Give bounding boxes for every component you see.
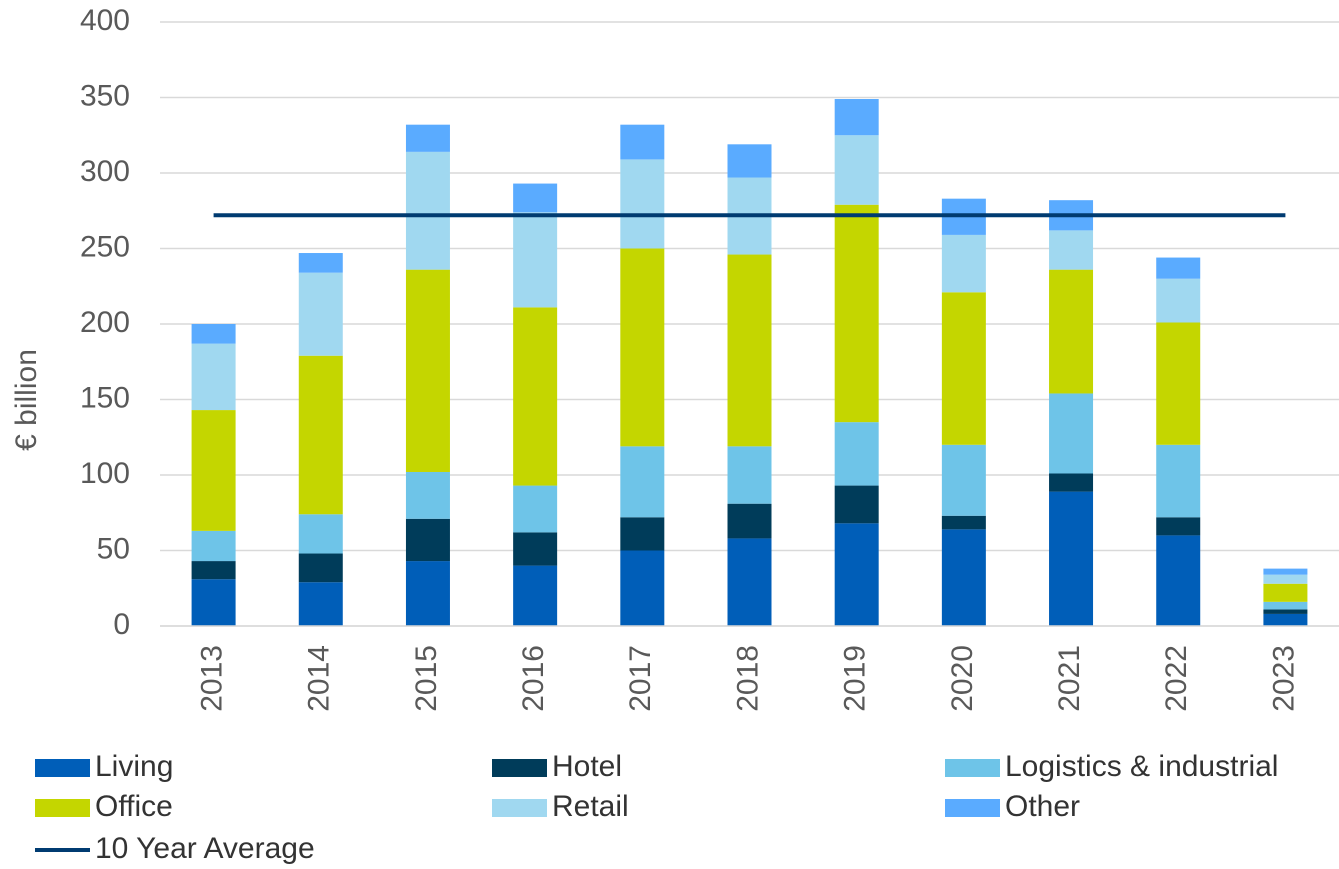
bar-segment	[1263, 568, 1308, 575]
bar-segment	[620, 446, 665, 518]
bar-segment	[191, 324, 236, 344]
y-tick-label: 200	[80, 306, 130, 339]
legend-label: Retail	[552, 790, 629, 823]
bar-segment	[727, 144, 772, 178]
bar-segment	[405, 151, 450, 270]
y-axis-label: € billion	[10, 349, 43, 451]
bar-segment	[513, 565, 558, 626]
bar-segment	[1263, 601, 1308, 610]
legend-swatch	[35, 799, 90, 817]
x-tick-label: 2023	[1267, 645, 1300, 712]
bar-segment	[513, 307, 558, 486]
bar-segment	[1263, 583, 1308, 602]
x-tick-label: 2017	[624, 645, 657, 712]
bar-segment	[1156, 322, 1201, 445]
legend-label: Logistics & industrial	[1005, 750, 1278, 783]
bar-segment	[298, 553, 343, 583]
bar-segment	[405, 124, 450, 152]
bar-segment	[727, 538, 772, 626]
y-tick-label: 100	[80, 457, 130, 490]
bar-segment	[298, 253, 343, 273]
bar-segment	[941, 529, 986, 626]
bar-segment	[941, 444, 986, 516]
legend-label: Office	[95, 790, 173, 823]
y-tick-label: 0	[113, 608, 130, 641]
bar-segment	[1049, 393, 1094, 474]
bar-segment	[513, 212, 558, 308]
x-tick-label: 2019	[839, 645, 872, 712]
bar-segment	[191, 579, 236, 626]
bar-segment	[727, 503, 772, 539]
bar-segment	[191, 410, 236, 531]
legend-label: Hotel	[552, 750, 622, 783]
bar-segment	[620, 248, 665, 447]
bar-segment	[513, 183, 558, 213]
bar-segment	[834, 99, 879, 136]
bar-segment	[405, 269, 450, 472]
legend-swatch	[492, 759, 547, 777]
bar-segment	[834, 135, 879, 205]
x-tick-label: 2021	[1053, 645, 1086, 712]
bar-segment	[405, 471, 450, 519]
y-tick-label: 300	[80, 155, 130, 188]
legend-swatch	[492, 799, 547, 817]
x-tick-label: 2016	[517, 645, 550, 712]
bar-segment	[620, 124, 665, 160]
y-tick-label: 150	[80, 381, 130, 414]
bar-segment	[834, 485, 879, 524]
bar-segment	[1263, 609, 1308, 614]
bar-segment	[405, 518, 450, 562]
x-tick-label: 2020	[946, 645, 979, 712]
y-tick-label: 50	[97, 532, 130, 565]
bar-segment	[1263, 574, 1308, 584]
bar-segment	[834, 204, 879, 423]
bar-segment	[1156, 535, 1201, 626]
bar-segment	[513, 532, 558, 566]
bar-segment	[941, 515, 986, 530]
bar-segment	[727, 254, 772, 447]
bar-segment	[727, 446, 772, 504]
bar-segment	[620, 550, 665, 626]
y-tick-label: 400	[80, 4, 130, 37]
x-tick-label: 2018	[731, 645, 764, 712]
bar-segment	[1049, 491, 1094, 626]
bar-segment	[620, 517, 665, 551]
bar-segment	[1156, 517, 1201, 536]
bar-segment	[1156, 257, 1201, 279]
bar-segment	[941, 234, 986, 293]
bar-segment	[298, 272, 343, 356]
bar-segment	[1049, 269, 1094, 394]
bar-segment	[298, 355, 343, 515]
bar-segment	[298, 514, 343, 554]
x-tick-label: 2014	[303, 645, 336, 712]
bar-segment	[1049, 230, 1094, 270]
x-tick-label: 2013	[196, 645, 229, 712]
bar-segment	[1049, 473, 1094, 492]
bar-segment	[191, 561, 236, 580]
legend-swatch	[945, 759, 1000, 777]
bar-segment	[1156, 278, 1201, 323]
x-tick-label: 2022	[1160, 645, 1193, 712]
x-tick-label: 2015	[410, 645, 443, 712]
y-tick-label: 350	[80, 79, 130, 112]
bar-segment	[513, 485, 558, 533]
bar-segment	[1156, 444, 1201, 518]
legend-swatch	[35, 759, 90, 777]
bar-segment	[620, 159, 665, 249]
legend-label: 10 Year Average	[95, 832, 315, 865]
legend-label: Living	[95, 750, 173, 783]
bar-segment	[834, 523, 879, 626]
bar-segment	[191, 343, 236, 411]
bar-segment	[298, 582, 343, 626]
bar-segment	[941, 292, 986, 445]
bar-segment	[405, 561, 450, 626]
legend-label: Other	[1005, 790, 1080, 823]
bar-segment	[1263, 613, 1308, 626]
y-tick-label: 250	[80, 230, 130, 263]
bar-segment	[834, 422, 879, 486]
legend-swatch	[945, 799, 1000, 817]
bar-segment	[191, 530, 236, 562]
